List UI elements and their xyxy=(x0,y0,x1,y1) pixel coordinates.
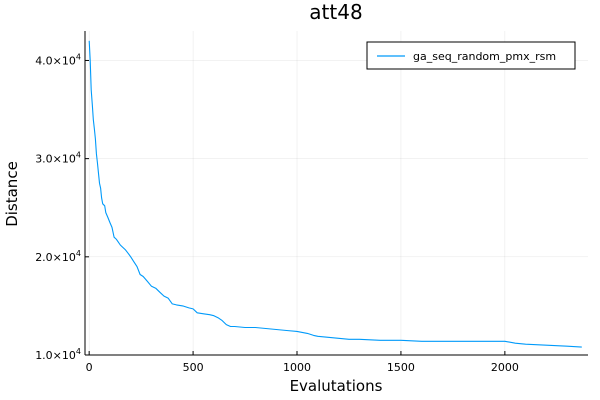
x-tick-label: 0 xyxy=(86,361,93,374)
y-tick-exponent: 4 xyxy=(76,249,81,258)
y-tick-mantissa: 4.0×10 xyxy=(35,54,76,67)
x-tick-label: 1500 xyxy=(387,361,415,374)
y-tick-exponent: 4 xyxy=(76,151,81,160)
y-tick-mantissa: 3.0×10 xyxy=(35,153,76,166)
x-tick-label: 1000 xyxy=(283,361,311,374)
x-axis-ticks: 0 500 1000 1500 2000 xyxy=(86,351,519,374)
legend-label: ga_seq_random_pmx_rsm xyxy=(413,50,556,63)
y-tick-label: 1.0×104 xyxy=(35,347,81,362)
series-group xyxy=(88,40,582,348)
series-line xyxy=(88,40,582,348)
chart-title: att48 xyxy=(309,0,362,24)
y-tick-mantissa: 2.0×10 xyxy=(35,251,76,264)
legend: ga_seq_random_pmx_rsm xyxy=(366,41,576,70)
x-axis-label: Evalutations xyxy=(290,377,383,395)
axes xyxy=(84,31,588,356)
y-tick-exponent: 4 xyxy=(76,347,81,356)
y-tick-mantissa: 1.0×10 xyxy=(35,349,76,362)
x-tick-label: 2000 xyxy=(491,361,519,374)
y-axis-label: Distance xyxy=(3,161,21,227)
y-tick-exponent: 4 xyxy=(76,52,81,61)
y-tick-label: 2.0×104 xyxy=(35,249,81,264)
y-tick-label: 4.0×104 xyxy=(35,52,81,67)
y-tick-label: 3.0×104 xyxy=(35,151,81,166)
x-tick-label: 500 xyxy=(183,361,204,374)
